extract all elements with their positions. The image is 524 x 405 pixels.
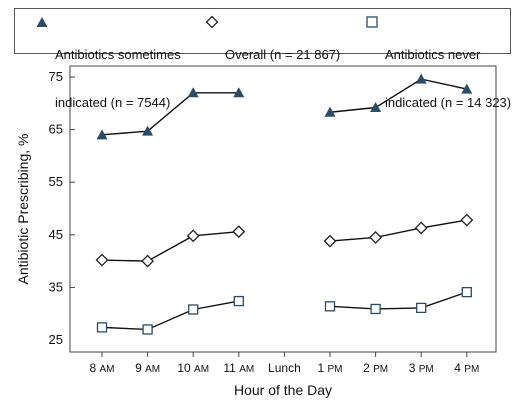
series-line (101, 92, 239, 136)
data-point-triangle (370, 102, 382, 113)
data-point-square (233, 295, 244, 307)
x-tick-label: 8 AM (89, 361, 114, 375)
data-point-diamond (186, 229, 200, 243)
series-line (329, 291, 468, 310)
legend: Antibiotics sometimes indicated (n = 754… (14, 8, 511, 110)
x-tick-label: 11 AM (223, 361, 254, 375)
x-tick-label: 3 PM (409, 361, 434, 375)
legend-label-line2: indicated (n = 7544) (55, 95, 171, 110)
data-point-triangle (461, 83, 473, 94)
x-tick-label: 1 PM (317, 361, 342, 375)
data-point-triangle (233, 87, 245, 98)
x-tick-label: Lunch (268, 361, 301, 375)
x-tick-label: 4 PM (454, 361, 479, 375)
series-line (101, 230, 239, 262)
series-line (101, 300, 239, 331)
data-point-triangle (324, 106, 336, 117)
legend-label-line1: Antibiotics sometimes (55, 47, 181, 62)
plot-frame (69, 65, 497, 353)
square-marker-icon (366, 16, 378, 28)
series-line (329, 219, 467, 242)
data-point-triangle (415, 73, 427, 84)
legend-label-line1: Antibiotics never (385, 47, 481, 62)
y-tick-label: 45 (49, 227, 63, 242)
y-tick-label: 35 (49, 279, 63, 294)
data-point-diamond (232, 225, 246, 239)
x-tick-label: 2 PM (363, 361, 388, 375)
diamond-marker-icon (205, 15, 219, 29)
data-point-triangle (142, 125, 154, 136)
data-point-square (370, 303, 381, 315)
y-tick-label: 75 (49, 69, 63, 84)
y-tick-label: 55 (49, 174, 63, 189)
x-tick-label: 9 AM (135, 361, 160, 375)
data-point-square (96, 322, 108, 333)
data-point-triangle (96, 129, 108, 140)
data-point-diamond (141, 254, 155, 268)
legend-label-line1: Overall (n = 21 867) (225, 47, 341, 62)
data-point-square (416, 302, 427, 314)
data-point-triangle (187, 87, 199, 98)
x-axis-title: Hour of the Day (234, 382, 332, 398)
data-point-diamond (369, 231, 383, 244)
data-point-diamond (460, 213, 474, 227)
y-axis-title: Antibiotic Prescribing, % (15, 134, 31, 285)
y-tick-label: 65 (49, 122, 63, 137)
triangle-marker-icon (36, 17, 48, 27)
data-point-square (188, 304, 199, 315)
data-point-square (461, 286, 472, 298)
legend-label-line2: indicated (n = 14 323) (385, 95, 512, 110)
data-point-square (142, 324, 153, 335)
data-point-diamond (414, 221, 428, 235)
x-tick-label: 10 AM (177, 361, 209, 375)
data-point-square (324, 301, 336, 312)
data-point-diamond (95, 253, 109, 267)
series-line (329, 78, 467, 113)
y-tick-label: 25 (49, 332, 63, 347)
data-point-diamond (323, 234, 337, 248)
